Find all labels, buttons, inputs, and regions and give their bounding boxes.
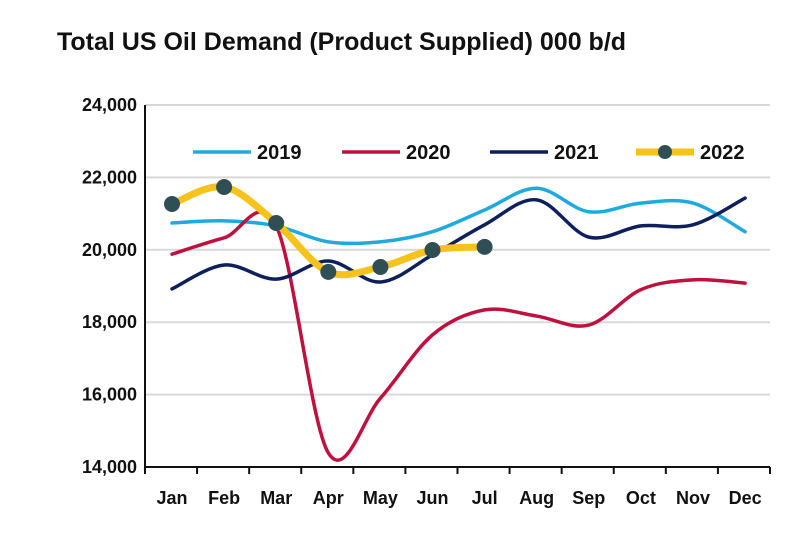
- legend-label-2020: 2020: [406, 142, 451, 164]
- y-tick-label: 20,000: [82, 240, 137, 260]
- x-tick-label: Nov: [676, 488, 710, 508]
- y-tick-label: 14,000: [82, 457, 137, 477]
- x-tick-label: Jan: [156, 488, 187, 508]
- data-point-2022: [164, 196, 180, 213]
- x-tick-label: Jul: [472, 488, 498, 508]
- chart-title: Total US Oil Demand (Product Supplied) 0…: [57, 28, 627, 56]
- data-point-2022: [372, 258, 389, 275]
- data-point-2022: [476, 238, 493, 255]
- x-tick-label: Jun: [416, 488, 448, 508]
- legend-marker-2022: [658, 145, 672, 159]
- x-tick-label: Sep: [572, 488, 605, 508]
- x-tick-label: Mar: [260, 488, 292, 508]
- x-tick-label: Feb: [208, 488, 240, 508]
- x-tick-label: Oct: [626, 488, 656, 508]
- legend-label-2021: 2021: [554, 142, 599, 164]
- y-tick-label: 22,000: [82, 167, 137, 187]
- y-tick-label: 18,000: [82, 312, 137, 332]
- y-tick-label: 16,000: [82, 385, 137, 405]
- legend-label-2019: 2019: [257, 142, 302, 164]
- data-point-2022: [424, 241, 441, 258]
- series-line-2019: [170, 186, 747, 246]
- legend-label-2022: 2022: [700, 142, 745, 164]
- data-point-2022: [216, 178, 233, 195]
- x-tick-label: Apr: [313, 488, 344, 508]
- x-tick-label: May: [363, 488, 398, 508]
- data-point-2022: [320, 263, 337, 280]
- y-tick-label: 24,000: [82, 95, 137, 115]
- series-line-2021: [170, 196, 747, 291]
- data-point-2022: [268, 215, 285, 232]
- x-tick-label: Aug: [519, 488, 554, 508]
- x-tick-label: Dec: [729, 488, 762, 508]
